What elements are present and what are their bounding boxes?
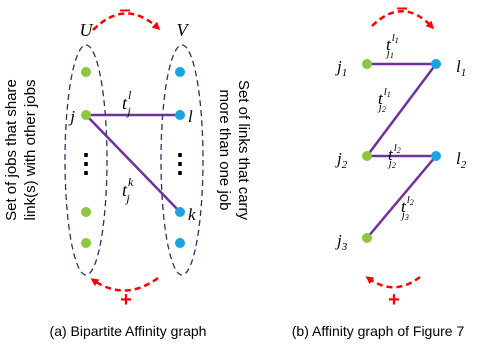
top-minus-sign: – (119, 0, 130, 21)
edge-j-k (85, 114, 181, 213)
set-v-ellipse (160, 44, 204, 276)
top-minus-arrow (92, 12, 161, 31)
job-j-label: j (68, 107, 75, 126)
ellipsis-v: ⋮ (167, 149, 193, 178)
job-j3-label: j3 (335, 231, 348, 253)
edge-b-label-1: tl1 j1 (385, 32, 399, 60)
bottom-plus-sign: + (120, 289, 132, 311)
caption-b: (b) Affinity graph of Figure 7 (292, 323, 465, 339)
top-minus-sign-b: – (396, 0, 407, 19)
set-u-label: U (80, 20, 94, 40)
job-node-j3 (362, 233, 372, 243)
edge-l-label: tl j (122, 88, 132, 118)
link-node-k (175, 207, 185, 217)
bottom-plus-arrow-b (365, 276, 421, 289)
link-node-l (175, 110, 185, 120)
caption-a: (a) Bipartite Affinity graph (50, 323, 207, 339)
link-l2-label: l2 (456, 149, 467, 171)
edge-k-label: tk j (122, 175, 134, 205)
job-node-j1 (362, 59, 372, 69)
job-j1-label: j1 (335, 57, 347, 79)
panel-a: – + U V ⋮ ⋮ j l k tl j tk j Set (3, 0, 252, 339)
link-node-4 (175, 238, 185, 248)
panel-b: – + j1 j2 j3 l1 l2 tl1 j1 tl1 j2 tl2 j2 tl2… (292, 0, 467, 339)
link-l-label: l (188, 107, 193, 126)
top-minus-arrow-b (371, 10, 435, 30)
svg-text:more than one job: more than one job (216, 90, 233, 211)
link-node-1 (175, 67, 185, 77)
job-j2-label: j2 (335, 149, 348, 171)
job-node-1 (81, 67, 91, 77)
job-node-4 (81, 238, 91, 248)
bottom-plus-arrow (90, 276, 159, 292)
edge-b-label-2: tl1 j2 (377, 86, 391, 114)
svg-text:Set of links that carry: Set of links that carry (235, 80, 252, 221)
svg-text:Set of jobs that share: Set of jobs that share (3, 79, 20, 221)
set-v-label: V (177, 20, 190, 40)
edge-b-label-3: tl2 j2 (387, 142, 401, 170)
left-side-caption: Set of jobs that share link(s) with othe… (3, 79, 39, 221)
link-node-l2 (431, 151, 441, 161)
edge-b-l1-j2 (366, 63, 437, 157)
edge-b-l2-j3 (366, 155, 437, 239)
job-node-j2 (362, 151, 372, 161)
link-k-label: k (188, 205, 196, 224)
bottom-plus-sign-b: + (388, 289, 400, 311)
right-side-caption: Set of links that carry more than one jo… (216, 80, 252, 221)
job-node-j (81, 110, 91, 120)
job-node-3 (81, 207, 91, 217)
link-l1-label: l1 (456, 57, 466, 79)
ellipsis-u: ⋮ (73, 149, 99, 178)
set-u-ellipse (64, 44, 108, 276)
edge-b-label-4: tl2 j3 (400, 194, 414, 222)
link-node-l1 (431, 59, 441, 69)
svg-text:link(s) with other jobs: link(s) with other jobs (22, 80, 39, 221)
